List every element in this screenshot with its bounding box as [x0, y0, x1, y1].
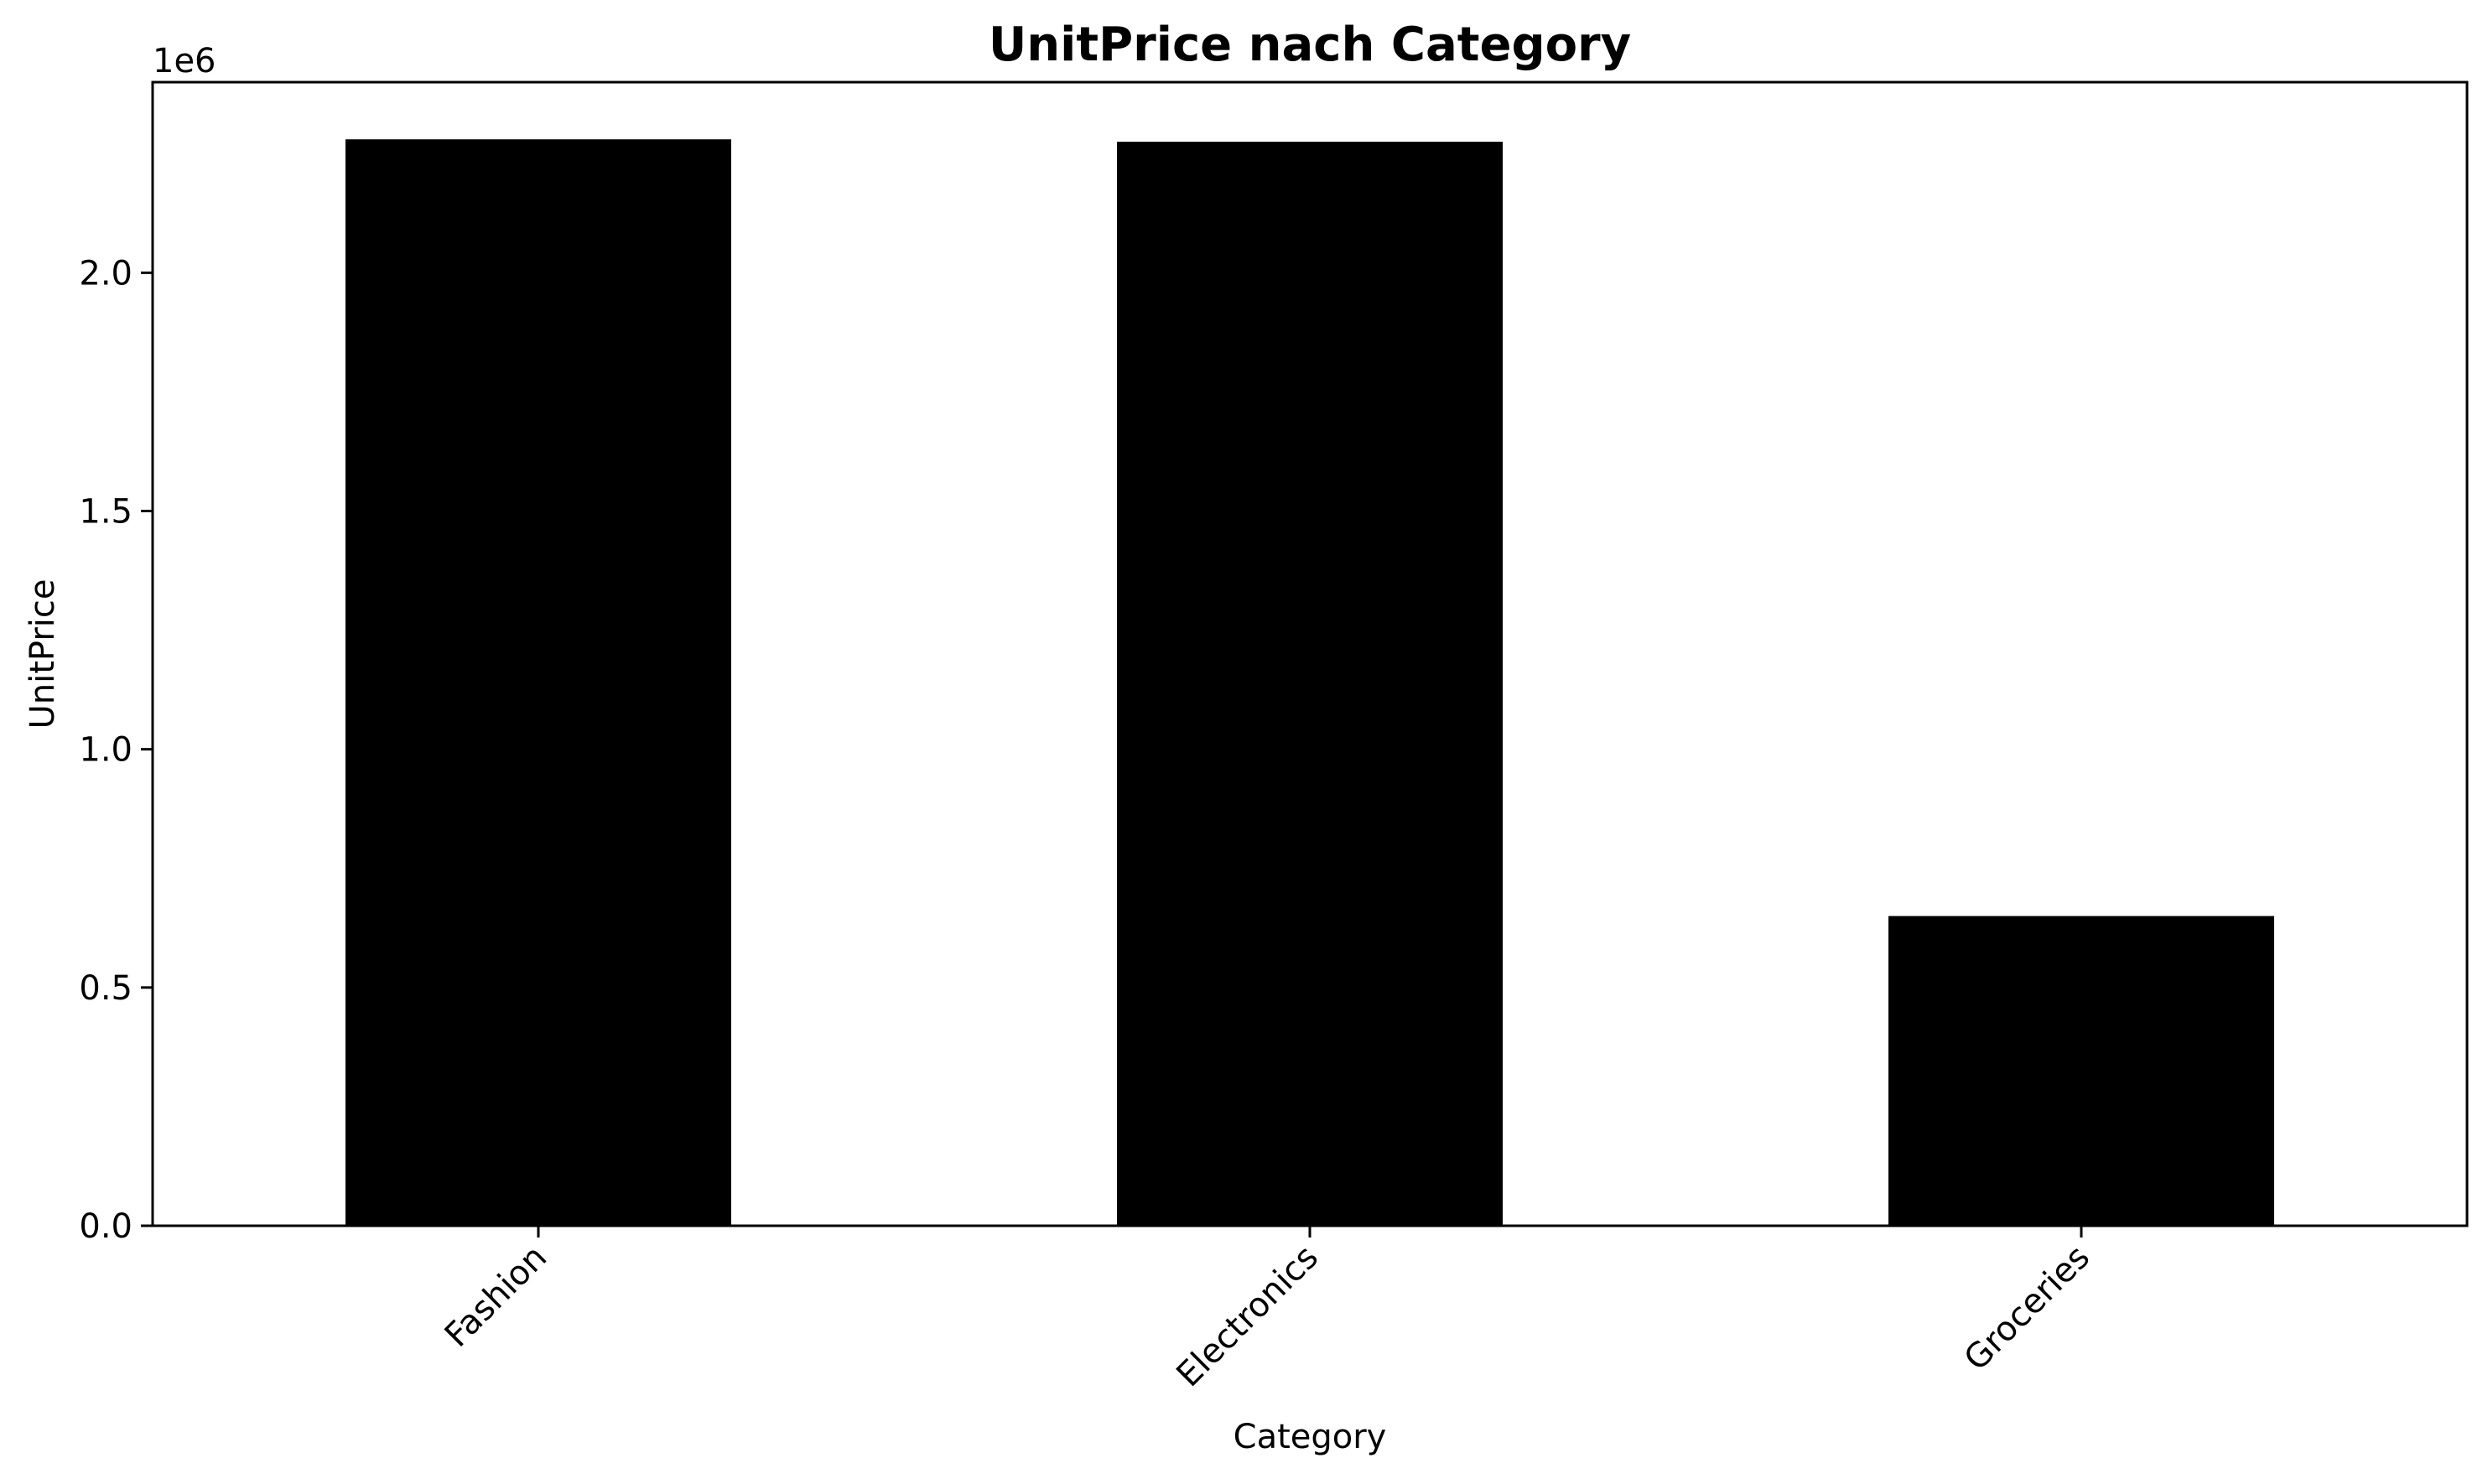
y-axis-ticks: 0.0 0.5 1.0 1.5 2.0 [79, 254, 153, 1246]
bar-electronics [1117, 142, 1503, 1227]
y-tick-label: 2.0 [79, 254, 132, 293]
x-axis-ticks: Fashion Electronics Groceries [438, 1226, 2097, 1394]
y-tick-label: 1.0 [79, 731, 132, 770]
bar-fashion [345, 139, 731, 1227]
x-axis-label: Category [1234, 1418, 1387, 1456]
y-tick-label: 0.0 [79, 1207, 132, 1246]
bars-layer [345, 139, 2274, 1227]
x-tick-label: Fashion [438, 1238, 554, 1355]
y-tick-label: 1.5 [79, 493, 132, 532]
y-axis-offset-label: 1e6 [153, 42, 216, 80]
x-tick-label: Electronics [1169, 1238, 1326, 1395]
chart-title: UnitPrice nach Category [989, 18, 1631, 72]
plot-frame [151, 80, 2469, 1227]
x-tick-label: Groceries [1957, 1238, 2097, 1378]
y-tick-label: 0.5 [79, 969, 132, 1008]
y-axis-label: UnitPrice [23, 579, 62, 729]
bar-groceries [1888, 916, 2274, 1226]
